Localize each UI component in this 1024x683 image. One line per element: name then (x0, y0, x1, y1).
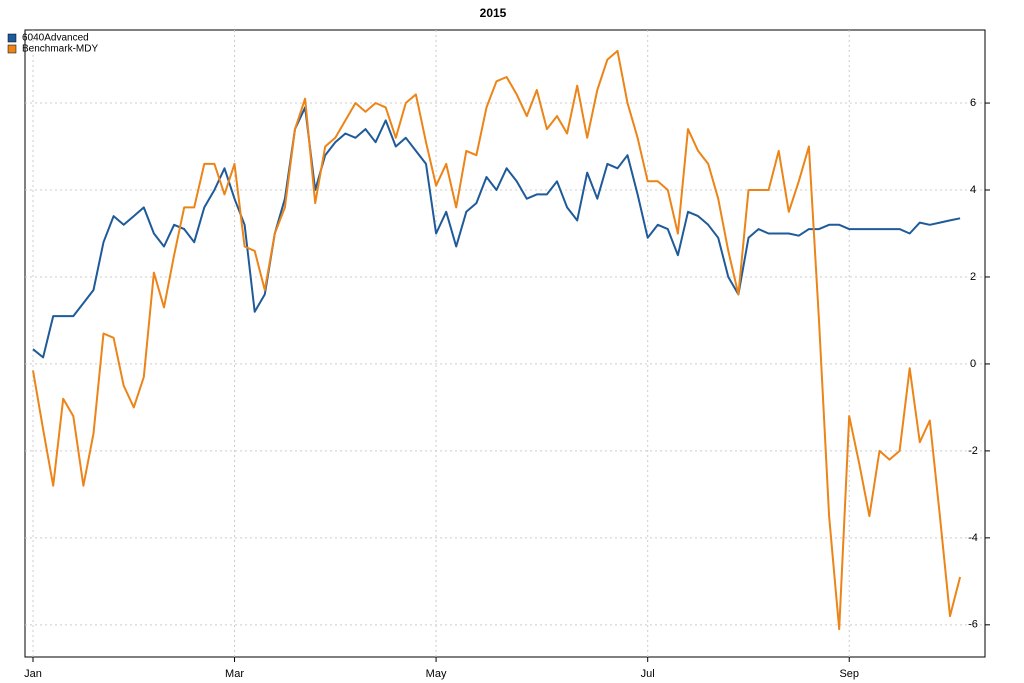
x-tick-label: Mar (225, 668, 244, 680)
legend-swatch (7, 33, 17, 43)
y-tick-label: -6 (968, 619, 978, 631)
series-line (32, 49, 962, 631)
y-tick-label: 4 (970, 184, 976, 196)
legend-label: 6040Advanced (22, 33, 89, 44)
chart-title: 2015 (480, 6, 507, 20)
y-tick-label: 0 (970, 358, 976, 370)
legend-label: Benchmark-MDY (22, 44, 98, 55)
series-line (32, 106, 961, 359)
x-tick-label: Jul (641, 668, 655, 680)
x-tick-label: Jan (24, 668, 42, 680)
x-tick-label: May (426, 668, 447, 680)
x-tick-label: Sep (839, 668, 859, 680)
plot-frame (24, 29, 986, 658)
y-tick-label: 2 (970, 271, 976, 283)
y-tick-label: -4 (968, 532, 978, 544)
legend-swatch (7, 44, 17, 54)
y-tick-label: 6 (970, 97, 976, 109)
y-tick-label: -2 (968, 445, 978, 457)
